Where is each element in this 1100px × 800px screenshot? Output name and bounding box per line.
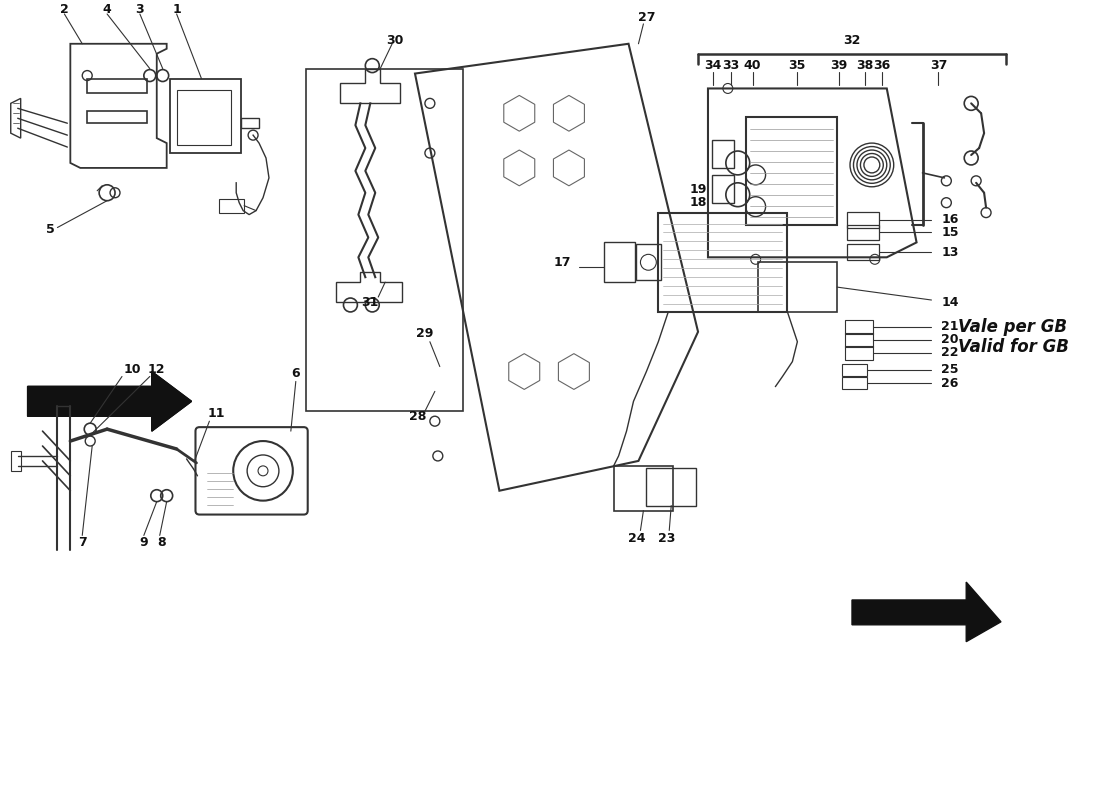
Text: 10: 10	[123, 363, 141, 376]
Bar	[758, 262, 837, 312]
Text: 18: 18	[690, 196, 706, 209]
Text: 28: 28	[409, 410, 427, 422]
Polygon shape	[852, 582, 1001, 642]
Text: Valid for GB: Valid for GB	[958, 338, 1069, 356]
Text: 21: 21	[942, 320, 959, 334]
Bar	[746, 118, 837, 225]
Bar	[658, 213, 788, 312]
Text: 37: 37	[930, 59, 947, 72]
Text: 23: 23	[658, 532, 675, 545]
Text: 14: 14	[942, 295, 959, 309]
Polygon shape	[28, 371, 191, 431]
Bar	[614, 466, 673, 510]
Bar	[847, 212, 879, 227]
Text: 40: 40	[744, 59, 761, 72]
Text: 6: 6	[292, 367, 300, 380]
Text: 17: 17	[553, 256, 571, 269]
Text: 27: 27	[638, 11, 656, 25]
Bar	[219, 198, 244, 213]
Text: 39: 39	[830, 59, 848, 72]
Text: 29: 29	[416, 327, 433, 340]
Text: 3: 3	[135, 2, 144, 15]
Bar	[847, 244, 879, 260]
Text: 35: 35	[789, 59, 806, 72]
Text: 4: 4	[102, 2, 111, 15]
Bar	[845, 346, 873, 360]
Text: 34: 34	[704, 59, 722, 72]
Bar	[843, 363, 867, 375]
Text: 5: 5	[46, 223, 55, 236]
Bar	[845, 320, 873, 334]
Text: 15: 15	[942, 226, 959, 239]
Bar	[712, 175, 734, 202]
Text: 33: 33	[723, 59, 739, 72]
Bar	[87, 78, 146, 94]
Text: 22: 22	[942, 346, 959, 359]
Text: 16: 16	[942, 213, 959, 226]
Text: 12: 12	[148, 363, 165, 376]
Text: 24: 24	[628, 532, 646, 545]
Bar	[712, 140, 734, 168]
Text: 36: 36	[873, 59, 890, 72]
Text: 20: 20	[942, 334, 959, 346]
Bar	[306, 69, 463, 411]
Bar	[87, 111, 146, 123]
Bar	[843, 378, 867, 390]
Text: 26: 26	[942, 377, 959, 390]
Bar	[847, 225, 879, 241]
Text: 11: 11	[208, 406, 226, 420]
Text: Vale per GB: Vale per GB	[958, 318, 1067, 336]
Text: 1: 1	[173, 2, 182, 15]
Polygon shape	[28, 371, 191, 431]
Text: 2: 2	[60, 2, 69, 15]
Bar	[177, 90, 231, 145]
Bar	[11, 451, 21, 471]
Text: 30: 30	[386, 34, 404, 47]
Bar	[637, 244, 661, 280]
Text: 7: 7	[78, 536, 87, 549]
Text: 19: 19	[690, 183, 706, 196]
Text: 31: 31	[362, 295, 380, 309]
Bar	[845, 333, 873, 346]
Bar	[604, 242, 636, 282]
Text: 9: 9	[140, 536, 148, 549]
Text: 8: 8	[157, 536, 166, 549]
Text: 25: 25	[942, 363, 959, 376]
Text: 32: 32	[844, 34, 860, 47]
Bar	[647, 468, 696, 506]
Text: 13: 13	[942, 246, 959, 259]
Text: 38: 38	[856, 59, 873, 72]
